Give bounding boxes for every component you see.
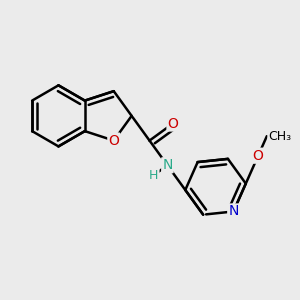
Text: O: O (253, 149, 264, 163)
Text: O: O (108, 134, 119, 148)
Text: N: N (228, 205, 239, 218)
Text: H: H (149, 169, 159, 182)
Text: N: N (162, 158, 172, 172)
Text: O: O (167, 116, 178, 130)
Text: CH₃: CH₃ (268, 130, 291, 143)
